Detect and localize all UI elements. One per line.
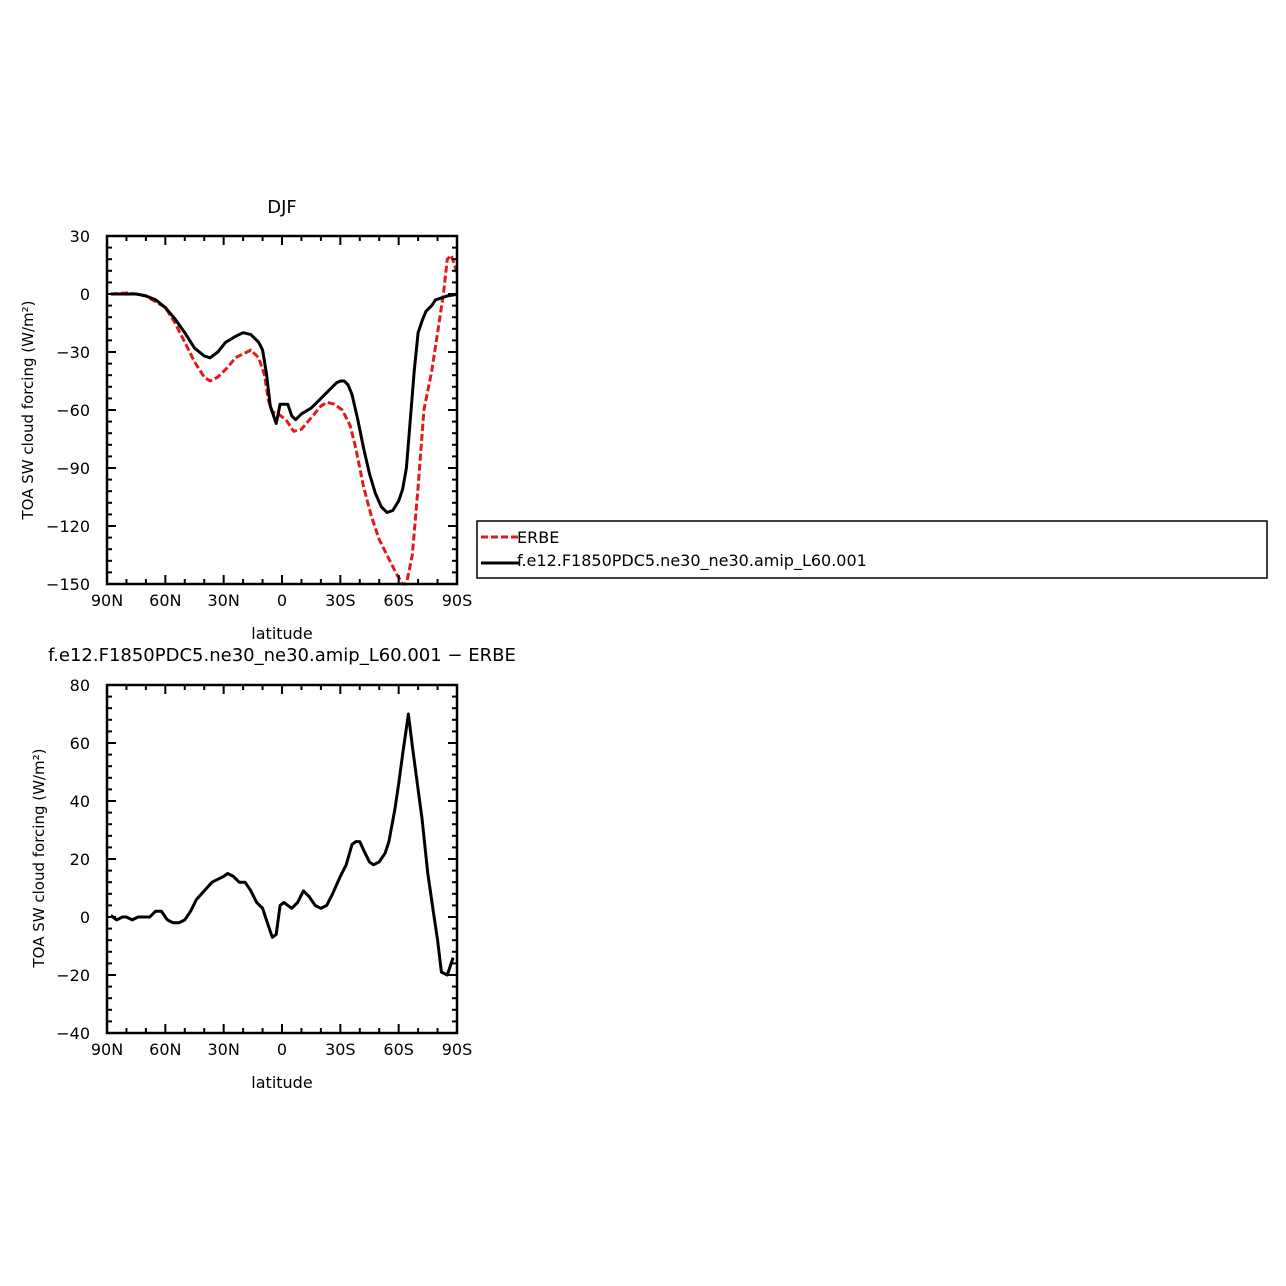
y-tick-label: −30 [56, 343, 90, 362]
legend-label-erbe: ERBE [517, 528, 559, 547]
chart-title: DJF [267, 197, 297, 218]
x-tick-label: 30S [325, 591, 356, 610]
y-tick-label: −150 [46, 575, 90, 594]
x-tick-label: 60S [383, 591, 414, 610]
y-tick-label: −40 [56, 1024, 90, 1043]
legend: ERBE f.e12.F1850PDC5.ne30_ne30.amip_L60.… [476, 520, 1268, 579]
x-tick-label: 90S [442, 591, 473, 610]
difference-panel: f.e12.F1850PDC5.ne30_ne30.amip_L60.001 −… [30, 645, 516, 1092]
series-line-0 [109, 712, 455, 977]
legend-box [476, 520, 1268, 579]
x-axis-label: latitude [251, 1073, 312, 1092]
x-tick-label: 90N [91, 591, 123, 610]
y-tick-label: 40 [70, 792, 90, 811]
y-tick-label: 0 [80, 285, 90, 304]
y-tick-label: 60 [70, 734, 90, 753]
x-tick-label: 60S [383, 1040, 414, 1059]
legend-label-model: f.e12.F1850PDC5.ne30_ne30.amip_L60.001 [517, 551, 867, 571]
plot-area: 90N 60N 30N 0 30S 60S 90S 80 60 40 20 0 −20 −40 [56, 676, 472, 1059]
x-tick-label: 90N [91, 1040, 123, 1059]
x-tick-label: 0 [277, 1040, 287, 1059]
x-tick-label: 30S [325, 1040, 356, 1059]
y-tick-label: 20 [70, 850, 90, 869]
y-tick-label: −90 [56, 459, 90, 478]
series-line-0 [110, 253, 459, 586]
y-tick-label: −120 [46, 517, 90, 536]
x-tick-label: 30N [208, 591, 240, 610]
plot-frame [105, 234, 459, 586]
y-tick-label: −20 [56, 966, 90, 985]
y-tick-label: −60 [56, 401, 90, 420]
x-tick-label: 60N [149, 1040, 181, 1059]
plot-area: 90N 60N 30N 0 30S 60S 90S 30 0 −30 −60 −90 −120 −150 [46, 227, 472, 610]
series-line-1 [110, 292, 458, 514]
x-tick-label: 0 [277, 591, 287, 610]
chart-title: f.e12.F1850PDC5.ne30_ne30.amip_L60.001 −… [48, 645, 516, 666]
x-tick-label: 30N [208, 1040, 240, 1059]
djf-panel: DJF 90N 60N 30N 0 30S 60S 90S 30 0 −30 −60 −90 −120 −… [19, 197, 472, 643]
y-axis-label: TOA SW cloud forcing (W/m²) [30, 749, 48, 969]
y-axis-label: TOA SW cloud forcing (W/m²) [19, 301, 37, 521]
x-tick-label: 60N [149, 591, 181, 610]
y-tick-label: 0 [80, 908, 90, 927]
x-tick-label: 90S [442, 1040, 473, 1059]
y-tick-label: 80 [70, 676, 90, 695]
x-axis-label: latitude [251, 624, 312, 643]
y-tick-label: 30 [70, 227, 90, 246]
